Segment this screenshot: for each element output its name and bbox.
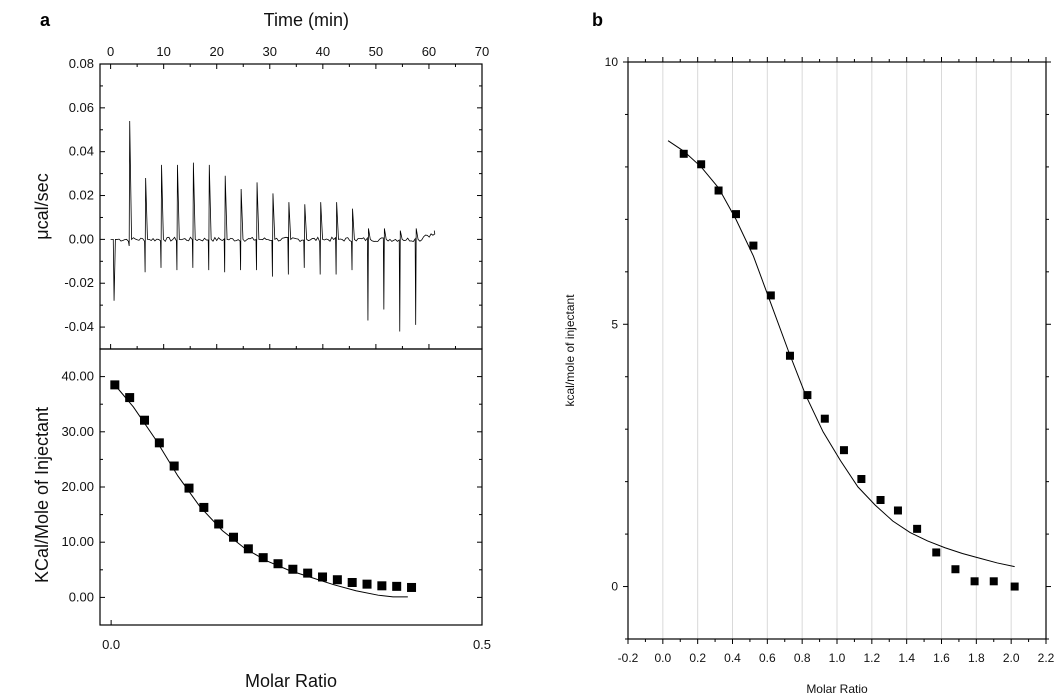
- data-point: [913, 524, 922, 533]
- x-tick-label: 70: [475, 44, 489, 59]
- thermogram-plot: 0 10 20 30 40 50 60 70 -0.04 -0.02 0.00 0.02 0.04 0.0…: [32, 10, 489, 350]
- y-axis-title: kcal/mole of injectant: [563, 294, 577, 407]
- data-point: [731, 210, 740, 219]
- data-point: [258, 553, 268, 563]
- x-tick-label: 0.0: [654, 651, 671, 665]
- data-point: [392, 581, 402, 591]
- data-point: [766, 291, 775, 300]
- y-tick-label: 20.00: [61, 479, 94, 494]
- y-tick-label: 0.04: [69, 144, 94, 159]
- x-tick-label: 1.8: [968, 651, 985, 665]
- data-point: [697, 160, 706, 169]
- x-tick-label: 1.0: [829, 651, 846, 665]
- data-point: [876, 495, 885, 504]
- x-tick-label: 1.6: [933, 651, 950, 665]
- data-point: [749, 241, 758, 250]
- y-tick-label: 0.06: [69, 100, 94, 115]
- binding-isotherm-plot-b: -0.2 0.0 0.2 0.4 0.6 0.8 1.0 1.2 1.4 1.6 1.8 2.0 2.2…: [563, 55, 1055, 696]
- data-point: [243, 544, 253, 554]
- x-tick-label: 2.0: [1003, 651, 1020, 665]
- data-point: [318, 572, 328, 582]
- data-point: [932, 548, 941, 557]
- x-tick-label: 2.2: [1038, 651, 1055, 665]
- thermogram-trace: [110, 120, 436, 332]
- data-point: [893, 506, 902, 515]
- x-tick-label: 30: [263, 44, 277, 59]
- x-tick-label: 0.5: [473, 637, 491, 652]
- data-point: [110, 380, 120, 390]
- y-tick-label: 0.08: [69, 56, 94, 71]
- data-point: [184, 483, 194, 493]
- panel-label-a: a: [40, 10, 51, 30]
- data-point: [199, 502, 209, 512]
- x-tick-label: 0.4: [724, 651, 741, 665]
- x-tick-label: 0.0: [102, 637, 120, 652]
- data-point: [154, 438, 164, 448]
- y-tick-label: 5: [611, 317, 618, 331]
- data-point: [377, 581, 387, 591]
- y-tick-label: 0: [611, 580, 618, 594]
- data-point: [857, 475, 866, 484]
- y-tick-label: 0.00: [69, 231, 94, 246]
- x-tick-label: 0.6: [759, 651, 776, 665]
- data-point: [273, 559, 283, 569]
- y-axis-title: μcal/sec: [32, 173, 52, 239]
- y-tick-label: -0.02: [64, 275, 94, 290]
- x-tick-label: 20: [209, 44, 223, 59]
- data-point: [362, 579, 372, 589]
- panel-label-b: b: [592, 10, 603, 30]
- y-axis-title: KCal/Mole of Injectant: [32, 407, 52, 583]
- x-axis-title: Molar Ratio: [806, 682, 868, 696]
- x-tick-label: 0.2: [689, 651, 706, 665]
- x-tick-label: 40: [316, 44, 330, 59]
- data-point: [332, 575, 342, 585]
- x-tick-label: 0.8: [794, 651, 811, 665]
- x-tick-label: -0.2: [618, 651, 639, 665]
- y-tick-label: -0.04: [64, 319, 94, 334]
- thermogram-frame: [99, 63, 483, 350]
- y-tick-label: 40.00: [61, 369, 94, 384]
- data-point: [714, 186, 723, 195]
- x-axis-title: Time (min): [264, 10, 349, 30]
- data-point: [214, 519, 224, 529]
- data-point: [951, 565, 960, 574]
- fit-curve: [667, 140, 1015, 568]
- data-point: [303, 568, 313, 578]
- data-point: [820, 414, 829, 423]
- x-tick-label: 1.4: [898, 651, 915, 665]
- data-point: [140, 415, 150, 425]
- data-point: [989, 577, 998, 586]
- y-tick-label: 0.00: [69, 589, 94, 604]
- data-point: [970, 577, 979, 586]
- y-tick-label: 10: [605, 55, 619, 69]
- data-point: [125, 393, 135, 403]
- binding-isotherm-plot-a: 0.0 0.5 0.00 10.00 20.00 30.00 40.00 Molar Rati…: [32, 348, 491, 691]
- data-point: [1010, 582, 1019, 591]
- data-point: [785, 351, 794, 360]
- data-point: [407, 582, 417, 592]
- x-axis-title: Molar Ratio: [245, 671, 337, 691]
- data-point: [229, 532, 239, 542]
- isotherm-a-frame: [99, 348, 483, 626]
- x-tick-label: 50: [369, 44, 383, 59]
- y-tick-label: 10.00: [61, 534, 94, 549]
- data-point: [288, 564, 298, 574]
- x-tick-label: 10: [156, 44, 170, 59]
- x-tick-label: 0: [107, 44, 114, 59]
- y-tick-label: 30.00: [61, 424, 94, 439]
- data-point: [347, 577, 357, 587]
- x-tick-label: 1.2: [863, 651, 880, 665]
- x-tick-label: 60: [422, 44, 436, 59]
- data-point: [839, 446, 848, 455]
- fit-curve: [114, 384, 408, 598]
- data-point: [679, 149, 688, 158]
- y-tick-label: 0.02: [69, 188, 94, 203]
- data-point: [803, 391, 812, 400]
- data-point: [169, 461, 179, 471]
